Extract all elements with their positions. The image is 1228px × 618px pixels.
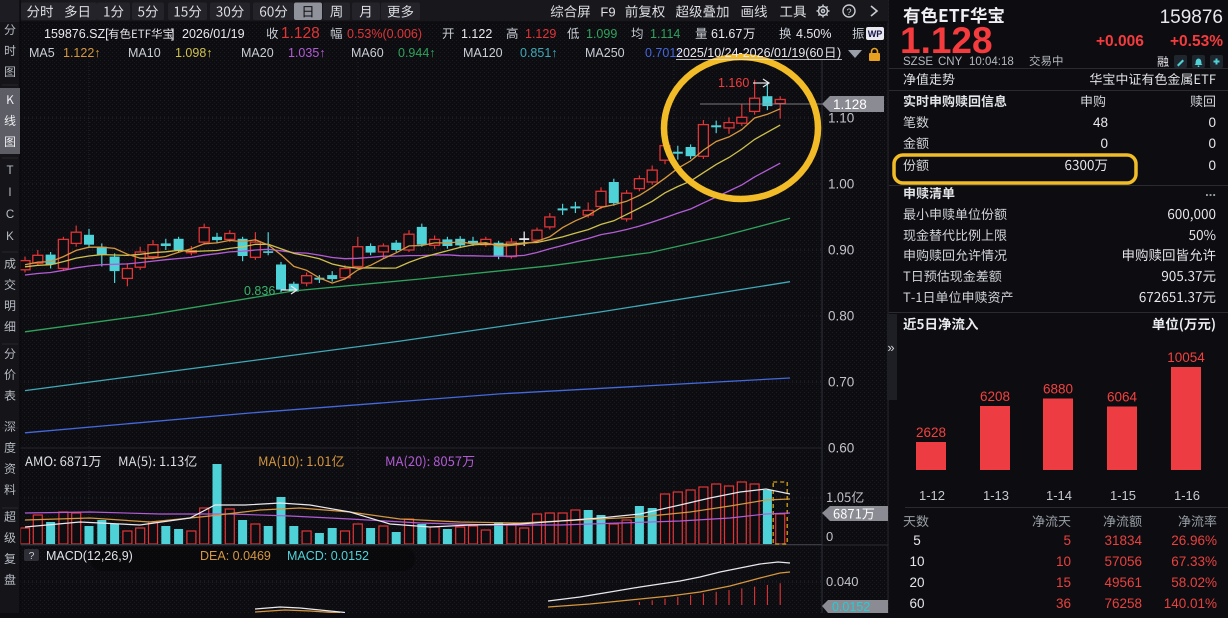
svg-text:1.128: 1.128 [833,97,867,112]
svg-text:CNY: CNY [938,56,963,68]
svg-text:MA60: MA60 [351,46,384,60]
svg-text:1-12: 1-12 [919,488,945,503]
svg-text:»: » [887,340,894,355]
svg-text:2026/01/19: 2026/01/19 [182,27,245,41]
svg-text:0.851↑: 0.851↑ [520,46,558,60]
svg-text:0.60: 0.60 [828,441,854,456]
svg-text:61.67: 61.67 [711,27,742,41]
svg-text:): ) [837,46,841,60]
svg-text:10: 10 [909,554,924,569]
svg-text:WP: WP [868,29,883,39]
svg-text:1.114: 1.114 [650,27,680,41]
svg-text:5: 5 [913,533,921,548]
svg-text:140.01%: 140.01% [1164,596,1217,611]
svg-text:4.50%: 4.50% [796,27,831,41]
svg-text:0: 0 [1208,158,1216,173]
svg-text:159876: 159876 [1160,7,1223,28]
svg-text:0.836: 0.836 [244,284,275,298]
svg-text:MA120: MA120 [463,46,503,60]
svg-text:+0.53%: +0.53% [1170,33,1223,50]
svg-text:0: 0 [1100,136,1108,151]
svg-text:76258: 76258 [1104,596,1142,611]
svg-text:20: 20 [909,575,924,590]
svg-text:10054: 10054 [1167,350,1205,365]
svg-text:1.128: 1.128 [900,20,993,61]
svg-text:MA5: MA5 [29,46,55,60]
svg-text:1.129: 1.129 [525,27,556,41]
svg-text:T: T [6,165,13,177]
svg-text:0.040: 0.040 [826,574,859,589]
svg-text:36: 36 [1056,596,1071,611]
svg-text:?: ? [29,550,35,562]
svg-text:1.122↑: 1.122↑ [63,46,101,60]
svg-text:2025/10/24-2026/01/19(60: 2025/10/24-2026/01/19(60 [676,46,823,60]
svg-text:MA10: MA10 [128,46,161,60]
svg-text:10: 10 [1056,554,1071,569]
svg-text:MACD: 0.0152: MACD: 0.0152 [287,549,369,563]
svg-text:1-14: 1-14 [1046,488,1072,503]
svg-text:1.098↑: 1.098↑ [175,46,213,60]
svg-text:58.02%: 58.02% [1171,575,1217,590]
svg-text:0.0152: 0.0152 [832,600,870,613]
svg-text:MA250: MA250 [585,46,625,60]
svg-text:0.53%(0.006): 0.53%(0.006) [347,27,422,41]
svg-text:+0.006: +0.006 [1096,33,1144,50]
svg-text:6064: 6064 [1107,390,1138,405]
svg-text:1-16: 1-16 [1174,488,1200,503]
svg-text:C: C [6,209,14,221]
svg-text:1.122: 1.122 [461,27,492,41]
svg-text:MA20: MA20 [241,46,274,60]
svg-text:60: 60 [909,596,924,611]
svg-text:MACD(12,26,9): MACD(12,26,9) [46,549,133,563]
svg-text:1.035↑: 1.035↑ [288,46,326,60]
svg-text:1.00: 1.00 [828,177,854,192]
svg-text:1.128: 1.128 [281,25,320,42]
svg-text:...: ... [1205,184,1216,199]
svg-text:]: ] [171,27,174,41]
svg-text:31834: 31834 [1104,533,1142,548]
svg-text:SZSE: SZSE [903,56,933,68]
svg-text:0.701↑: 0.701↑ [645,46,683,60]
svg-text:10:04:18: 10:04:18 [969,56,1014,68]
svg-text:159876.SZ[: 159876.SZ[ [44,27,109,41]
svg-text:0.944↑: 0.944↑ [398,46,436,60]
svg-text:F9: F9 [600,5,615,20]
svg-text:DEA: 0.0469: DEA: 0.0469 [200,549,271,563]
svg-text:57056: 57056 [1104,554,1142,569]
svg-text:5: 5 [1063,533,1071,548]
svg-text:1.160: 1.160 [718,76,749,90]
svg-text:6880: 6880 [1043,382,1073,397]
svg-text:I: I [8,187,11,199]
svg-text:K: K [6,231,14,243]
svg-text:2628: 2628 [916,425,946,440]
svg-text:49561: 49561 [1104,575,1142,590]
svg-text:15: 15 [1056,575,1071,590]
svg-text:0.70: 0.70 [828,375,854,390]
svg-text:1.099: 1.099 [586,27,617,41]
svg-text:?: ? [846,7,851,17]
svg-text:0.90: 0.90 [828,243,854,258]
svg-text:48: 48 [1093,115,1108,130]
svg-text:0: 0 [1208,115,1216,130]
svg-text:1.10: 1.10 [828,111,854,126]
svg-text:1-13: 1-13 [983,488,1009,503]
svg-text:0: 0 [1208,136,1216,151]
svg-text:6208: 6208 [980,389,1010,404]
svg-text:67.33%: 67.33% [1171,554,1217,569]
svg-text:0.80: 0.80 [828,309,854,324]
svg-text:1-15: 1-15 [1110,488,1136,503]
svg-text:0: 0 [826,529,833,544]
svg-text:26.96%: 26.96% [1171,533,1217,548]
